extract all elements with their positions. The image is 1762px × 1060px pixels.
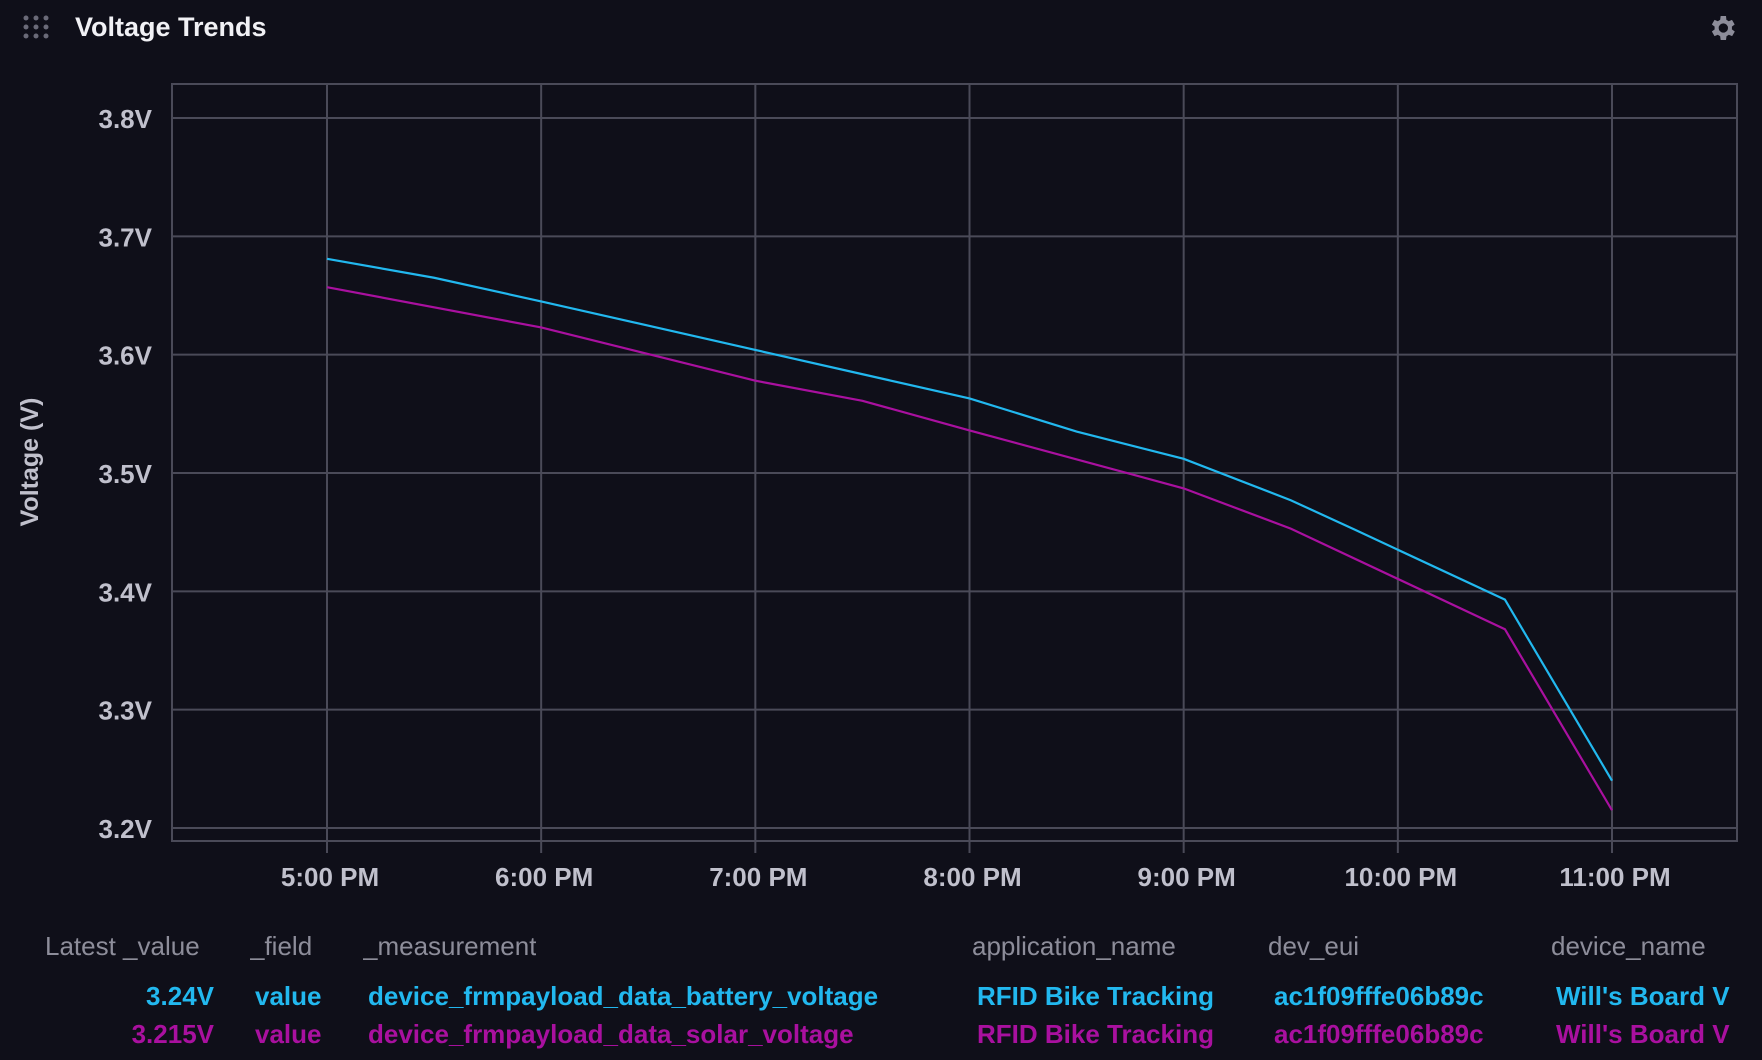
x-tick-label: 9:00 PM [1138, 862, 1236, 892]
y-axis-label: Voltage (V) [16, 398, 44, 527]
legend-cell: RFID Bike Tracking [977, 981, 1214, 1011]
legend-table: Latest _value _field _measurement applicati… [0, 925, 1762, 1060]
legend-cell: Will's Board V [1556, 981, 1730, 1011]
legend-cell: device_frmpayload_data_battery_voltage [368, 981, 879, 1011]
legend-cell: ac1f09fffe06b89c [1274, 981, 1484, 1011]
legend-cell: Will's Board V [1556, 1019, 1730, 1049]
legend-header[interactable]: _field [250, 931, 313, 961]
x-tick-label: 8:00 PM [923, 862, 1021, 892]
legend-header[interactable]: Latest _value [45, 931, 200, 961]
legend-cell: ac1f09fffe06b89c [1274, 1019, 1484, 1049]
y-tick-label: 3.5V [99, 459, 153, 489]
y-tick-label: 3.4V [99, 577, 153, 607]
gear-icon[interactable] [1706, 12, 1738, 44]
y-tick-label: 3.8V [99, 104, 153, 134]
panel-header: Voltage Trends [0, 0, 1762, 60]
y-tick-label: 3.6V [99, 341, 153, 371]
legend-cell: 3.215V [131, 1019, 214, 1049]
drag-grip-icon[interactable] [22, 14, 50, 40]
plot-frame [171, 83, 1738, 842]
x-tick-label: 10:00 PM [1344, 862, 1457, 892]
legend-header[interactable]: dev_eui [1268, 931, 1360, 961]
y-tick-label: 3.7V [99, 222, 153, 252]
y-tick-label: 3.2V [99, 814, 153, 844]
legend-cell: device_frmpayload_data_solar_voltage [368, 1019, 854, 1049]
legend-cell: value [255, 981, 322, 1011]
x-tick-label: 7:00 PM [709, 862, 807, 892]
legend-cell: 3.24V [146, 981, 214, 1011]
voltage-line-chart: 3.8V 3.7V 3.6V 3.5V 3.4V 3.3V 3.2V 5:00 PM 6:00… [16, 83, 1738, 892]
x-tick-label: 11:00 PM [1559, 862, 1670, 892]
x-tick-label: 5:00 PM [281, 862, 379, 892]
y-tick-label: 3.3V [99, 696, 153, 726]
legend-header[interactable]: application_name [972, 931, 1176, 961]
x-tick-label: 6:00 PM [495, 862, 593, 892]
legend-header[interactable]: device_name [1551, 931, 1706, 961]
legend-header[interactable]: _measurement [363, 931, 537, 961]
legend-cell: value [255, 1019, 322, 1049]
panel-title: Voltage Trends [75, 12, 267, 42]
legend-cell: RFID Bike Tracking [977, 1019, 1214, 1049]
